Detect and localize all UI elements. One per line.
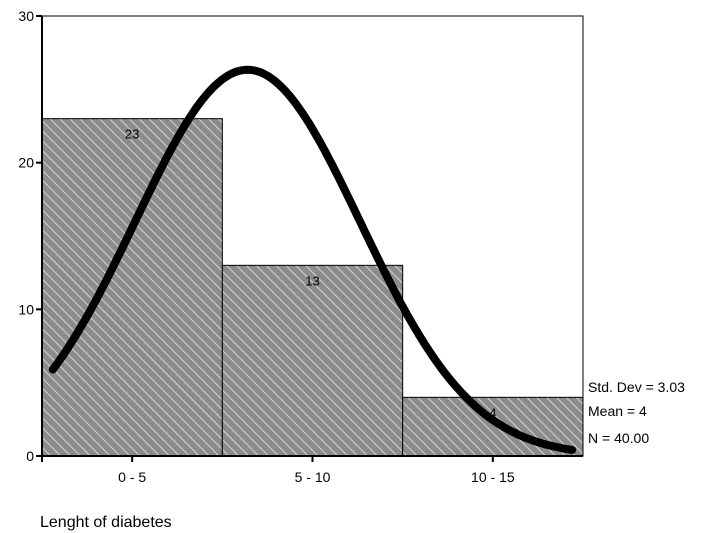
bar-5-10 (221, 264, 404, 457)
data-label: 23 (125, 127, 139, 142)
stat-mean: Mean = 4 (588, 403, 647, 419)
y-tick-label: 0 (26, 448, 34, 464)
stat-n: N = 40.00 (588, 430, 649, 446)
stats-box: Std. Dev = 3.03 Mean = 4 N = 40.00 (588, 379, 685, 446)
data-labels-group: 23 13 4 (125, 127, 497, 421)
x-tick-label: 10 - 15 (471, 469, 515, 485)
y-tick-label: 20 (18, 155, 34, 171)
data-label: 13 (305, 273, 319, 288)
stat-std-dev: Std. Dev = 3.03 (588, 379, 685, 395)
x-axis-title: Lenght of diabetes (40, 514, 172, 531)
y-tick-label: 10 (18, 301, 34, 317)
normal-curve (48, 65, 577, 454)
data-label: 4 (489, 405, 496, 420)
bar-0-5 (41, 118, 223, 457)
bars-group (41, 118, 584, 457)
x-tick-label: 0 - 5 (118, 469, 146, 485)
x-axis: 0 - 5 5 - 10 10 - 15 (42, 455, 583, 485)
y-tick-label: 30 (18, 8, 34, 24)
y-axis: 0 10 20 30 (18, 8, 43, 464)
x-tick-label: 5 - 10 (295, 469, 331, 485)
